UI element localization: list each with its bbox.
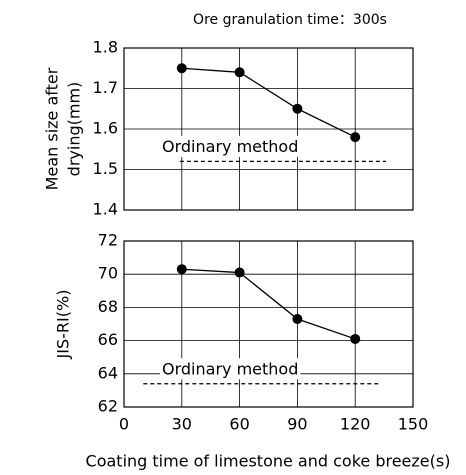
x-tick-label: 120 <box>340 415 371 434</box>
x-tick-label: 0 <box>119 415 129 434</box>
x-tick-label: 30 <box>172 415 192 434</box>
reference-label-bg <box>160 135 301 157</box>
y-tick-label: 62 <box>98 397 118 416</box>
y-tick-label: 1.8 <box>93 38 118 57</box>
y-tick-label: 72 <box>98 231 118 250</box>
y-tick-label: 68 <box>98 297 118 316</box>
y-tick-label: 66 <box>98 330 118 349</box>
data-point <box>350 333 361 344</box>
plot-frame <box>123 240 414 408</box>
x-tick-label: 150 <box>398 415 429 434</box>
chart-title: Ore granulation time：300s <box>193 12 387 28</box>
data-point <box>176 63 187 74</box>
y-tick-label: 64 <box>98 363 118 382</box>
y-axis-label: drying(mm) <box>65 82 84 177</box>
y-axis-label: JIS-RI(%) <box>54 290 73 360</box>
y-axis-label: Mean size after <box>43 67 62 190</box>
data-point <box>234 267 245 278</box>
y-tick-label: 70 <box>98 264 118 283</box>
y-tick-label: 1.5 <box>93 159 118 178</box>
x-tick-label: 90 <box>287 415 307 434</box>
data-line <box>181 268 356 340</box>
y-tick-label: 1.7 <box>93 78 118 97</box>
data-point <box>234 67 245 78</box>
data-point <box>292 314 303 325</box>
data-point <box>292 103 303 114</box>
y-tick-label: 1.6 <box>93 119 118 138</box>
data-point <box>176 264 187 275</box>
reference-label: Ordinary method <box>162 137 298 156</box>
y-tick-label: 1.4 <box>93 200 118 219</box>
x-axis-label: Coating time of limestone and coke breez… <box>86 452 451 471</box>
data-line <box>181 67 356 138</box>
reference-label-bg <box>160 358 301 380</box>
data-point <box>350 132 361 143</box>
x-tick-label: 60 <box>229 415 249 434</box>
reference-label: Ordinary method <box>162 359 298 378</box>
